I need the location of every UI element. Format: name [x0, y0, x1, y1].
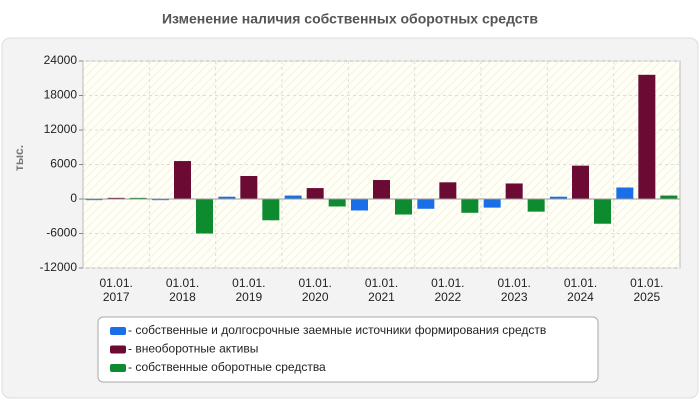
bar — [417, 199, 435, 209]
bar — [461, 199, 479, 213]
bar — [262, 199, 280, 221]
legend-swatch — [110, 327, 126, 335]
y-tick-label: 18000 — [44, 88, 78, 102]
bar — [174, 161, 191, 199]
bar — [572, 165, 589, 199]
bar — [152, 199, 169, 201]
x-tick-label: 01.01. 2025 — [630, 276, 663, 304]
legend — [97, 316, 599, 383]
bar — [483, 199, 501, 208]
bar — [550, 196, 567, 199]
bar — [351, 199, 368, 211]
bar — [439, 182, 457, 199]
chart-title: Изменение наличия собственных оборотных … — [162, 11, 538, 27]
y-tick-label: -6000 — [46, 226, 77, 240]
bar — [616, 187, 634, 199]
legend-label: - внеоборотные активы — [128, 342, 258, 356]
bar — [328, 199, 346, 207]
bar — [240, 176, 258, 199]
plot-area — [82, 60, 681, 269]
bar — [129, 197, 147, 199]
bar — [594, 199, 611, 224]
y-tick-label: 24000 — [44, 53, 78, 67]
bar — [395, 199, 412, 215]
x-tick-label: 01.01. 2022 — [431, 276, 464, 304]
bar — [638, 74, 656, 199]
bar — [660, 195, 678, 199]
bar — [284, 195, 302, 199]
x-tick-label: 01.01. 2024 — [564, 276, 597, 304]
legend-label: - собственные и долгосрочные заемные ист… — [128, 323, 546, 337]
y-axis-label: тыс. — [12, 145, 26, 171]
x-tick-label: 01.01. 2018 — [166, 276, 199, 304]
bar — [306, 188, 324, 199]
bar — [107, 197, 125, 199]
x-tick-label: 01.01. 2020 — [298, 276, 331, 304]
legend-swatch — [110, 345, 126, 354]
bar — [505, 183, 523, 199]
legend-swatch — [110, 364, 126, 372]
legend-label: - собственные оборотные средства — [128, 360, 326, 374]
y-tick-label: 6000 — [50, 157, 77, 171]
bar — [196, 199, 213, 234]
bar — [373, 180, 390, 199]
x-tick-label: 01.01. 2023 — [497, 276, 530, 304]
x-tick-label: 01.01. 2017 — [99, 276, 132, 304]
x-tick-label: 01.01. 2021 — [365, 276, 398, 304]
bar — [527, 199, 545, 212]
y-tick-label: 0 — [70, 191, 77, 205]
y-tick-label: -12000 — [40, 260, 78, 274]
bar — [85, 199, 103, 201]
x-tick-label: 01.01. 2019 — [232, 276, 265, 304]
y-tick-label: 12000 — [44, 122, 78, 136]
bar — [218, 196, 236, 199]
